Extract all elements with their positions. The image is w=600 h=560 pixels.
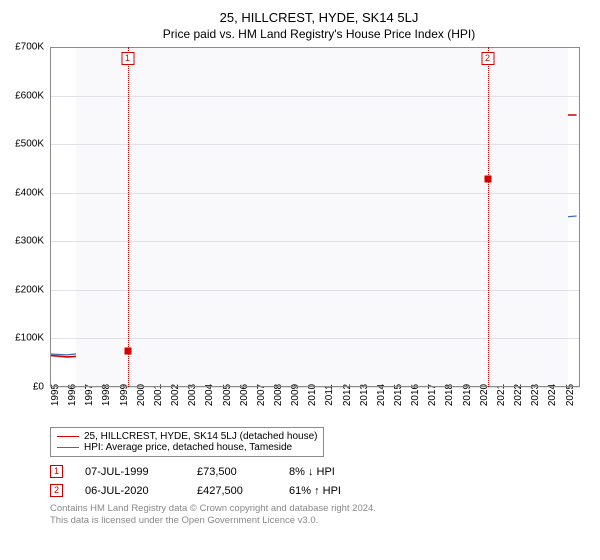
ytick-label: £200K: [15, 284, 44, 295]
title-subtitle: Price paid vs. HM Land Registry's House …: [50, 27, 588, 41]
sale-marker: [124, 348, 131, 355]
sale-vline: [488, 47, 489, 387]
xtick-label: 2015: [393, 384, 404, 406]
xtick-label: 2009: [290, 384, 301, 406]
chart-container: 25, HILLCREST, HYDE, SK14 5LJ Price paid…: [0, 0, 600, 560]
ytick-label: £400K: [15, 187, 44, 198]
xtick-label: 1997: [84, 384, 95, 406]
footer-line1: Contains HM Land Registry data © Crown c…: [50, 503, 588, 515]
xtick-label: 2010: [307, 384, 318, 406]
legend-row-price: 25, HILLCREST, HYDE, SK14 5LJ (detached …: [57, 431, 317, 442]
sales-row: 2 06-JUL-2020 £427,500 61% ↑ HPI: [50, 484, 588, 497]
xtick-label: 1996: [67, 384, 78, 406]
xtick-label: 1998: [101, 384, 112, 406]
xtick-label: 2005: [222, 384, 233, 406]
xtick-label: 1995: [50, 384, 61, 406]
xtick-label: 2018: [444, 384, 455, 406]
xtick-label: 2002: [170, 384, 181, 406]
legend-row-hpi: HPI: Average price, detached house, Tame…: [57, 442, 317, 453]
sales-num: 2: [50, 484, 63, 497]
sale-marker: [484, 176, 491, 183]
xtick-label: 2017: [427, 384, 438, 406]
sales-row: 1 07-JUL-1999 £73,500 8% ↓ HPI: [50, 465, 588, 478]
legend-label-hpi: HPI: Average price, detached house, Tame…: [84, 442, 292, 453]
legend-label-price: 25, HILLCREST, HYDE, SK14 5LJ (detached …: [84, 431, 317, 442]
xtick-label: 2013: [359, 384, 370, 406]
xtick-label: 2006: [239, 384, 250, 406]
footer: Contains HM Land Registry data © Crown c…: [50, 503, 588, 528]
xtick-label: 2025: [565, 384, 576, 406]
sales-num: 1: [50, 465, 63, 478]
sale-number-box: 1: [121, 52, 134, 65]
ytick-label: £500K: [15, 139, 44, 150]
sales-date: 06-JUL-2020: [85, 485, 175, 497]
xtick-label: 2023: [530, 384, 541, 406]
sales-price: £73,500: [197, 466, 267, 478]
xtick-label: 2021: [496, 384, 507, 406]
xtick-label: 2000: [136, 384, 147, 406]
ytick-label: £100K: [15, 333, 44, 344]
ytick-label: £0: [33, 382, 44, 393]
sales-pct: 61% ↑ HPI: [289, 485, 379, 497]
xtick-label: 2007: [256, 384, 267, 406]
legend-line-price: [57, 436, 79, 437]
legend: 25, HILLCREST, HYDE, SK14 5LJ (detached …: [50, 427, 324, 457]
xtick-label: 2014: [376, 384, 387, 406]
sales-date: 07-JUL-1999: [85, 466, 175, 478]
xtick-label: 2019: [462, 384, 473, 406]
xtick-label: 2024: [547, 384, 558, 406]
xtick-label: 2001: [153, 384, 164, 406]
legend-line-hpi: [57, 447, 79, 448]
xtick-label: 2003: [187, 384, 198, 406]
title-address: 25, HILLCREST, HYDE, SK14 5LJ: [50, 10, 588, 25]
xtick-label: 1999: [119, 384, 130, 406]
ytick-label: £700K: [15, 42, 44, 53]
chart-area: £0£100K£200K£300K£400K£500K£600K£700K199…: [50, 47, 580, 387]
sales-table: 1 07-JUL-1999 £73,500 8% ↓ HPI 2 06-JUL-2020 £…: [50, 465, 588, 497]
xtick-label: 2011: [324, 384, 335, 406]
xtick-label: 2022: [513, 384, 524, 406]
xtick-label: 2004: [204, 384, 215, 406]
ytick-label: £300K: [15, 236, 44, 247]
sales-pct: 8% ↓ HPI: [289, 466, 379, 478]
sales-price: £427,500: [197, 485, 267, 497]
xtick-label: 2012: [342, 384, 353, 406]
ytick-label: £600K: [15, 90, 44, 101]
sale-number-box: 2: [481, 52, 494, 65]
sale-vline: [128, 47, 129, 387]
xtick-label: 2020: [479, 384, 490, 406]
xtick-label: 2016: [410, 384, 421, 406]
xtick-label: 2008: [273, 384, 284, 406]
footer-line2: This data is licensed under the Open Gov…: [50, 515, 588, 527]
